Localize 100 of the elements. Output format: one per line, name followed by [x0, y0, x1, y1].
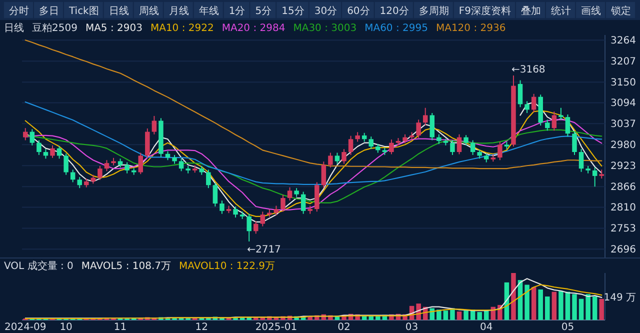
- candlestick: [578, 148, 584, 172]
- text: 月线: [168, 5, 189, 17]
- y-tick-label: 2923: [610, 161, 636, 172]
- y-tick-label: 2810: [610, 202, 636, 214]
- candlestick: [558, 107, 564, 120]
- bar: [484, 310, 489, 320]
- text: 30分: [314, 5, 338, 17]
- candlestick: [70, 169, 76, 183]
- y-tick-label: 3207: [610, 56, 636, 68]
- bar: [531, 287, 536, 320]
- legend: MAVOL10 : 122.9万: [179, 261, 276, 272]
- text: 画线: [581, 5, 602, 17]
- candlestick: [518, 80, 523, 108]
- candlestick: [470, 140, 476, 156]
- candlestick: [464, 134, 468, 146]
- x-tick-label: 2025-01: [255, 322, 298, 333]
- annotation: ←3168: [511, 64, 546, 76]
- bar: [538, 289, 543, 320]
- candlestick: [592, 166, 598, 188]
- candlestick: [572, 130, 577, 156]
- candlestick: [389, 139, 394, 155]
- candlestick: [274, 205, 279, 216]
- bar: [545, 296, 550, 320]
- bar: [572, 294, 577, 320]
- y-tick-label: 2696: [610, 244, 636, 256]
- candlestick: [98, 166, 102, 180]
- candlestick: [23, 128, 28, 141]
- bar: [524, 284, 530, 320]
- bar: [552, 292, 557, 320]
- legend: MAVOL5 : 108.7万: [81, 261, 172, 272]
- bar: [443, 310, 448, 320]
- candlestick: [64, 152, 68, 176]
- bar: [477, 312, 482, 320]
- x-tick-label: 02: [338, 322, 350, 333]
- y-tick-label: 3037: [610, 119, 636, 130]
- candlestick: [368, 136, 374, 150]
- text: 多日: [38, 5, 59, 17]
- candlestick: [355, 132, 360, 142]
- candlestick: [552, 111, 557, 132]
- title: 豆粕2509: [32, 23, 78, 34]
- x-tick-label: 03: [405, 322, 418, 333]
- text: 60分: [347, 5, 370, 17]
- y-tick-label: 2866: [610, 182, 636, 194]
- candlestick: [348, 135, 354, 156]
- title: VOL 成交量 : 0: [4, 261, 74, 272]
- candlestick: [254, 220, 258, 234]
- candlestick: [77, 176, 82, 189]
- legend: MA60 : 2995: [364, 23, 428, 34]
- bar: [456, 312, 462, 320]
- candlestick: [50, 144, 55, 158]
- text: Tick图: [68, 6, 99, 17]
- text: 统计: [551, 5, 572, 17]
- candlestick: [430, 112, 435, 141]
- bar: [511, 273, 516, 320]
- legend: MA5 : 2903: [85, 23, 142, 34]
- text: 120分: [380, 5, 409, 17]
- candlestick: [212, 182, 218, 207]
- candlestick: [342, 148, 346, 164]
- candlestick: [565, 114, 570, 138]
- x-tick-label: 12: [195, 322, 208, 333]
- text: 15分: [282, 5, 304, 17]
- legend: MA30 : 3003: [293, 23, 357, 34]
- bar: [592, 296, 598, 320]
- y-tick-label: 3094: [610, 98, 636, 110]
- candlestick: [178, 158, 184, 172]
- x-tick-label: 05: [561, 322, 574, 333]
- bar: [578, 298, 584, 320]
- text: 分时: [9, 5, 29, 17]
- legend: MA120 : 2936: [436, 23, 506, 34]
- candlestick: [328, 152, 333, 168]
- candlestick: [260, 211, 266, 227]
- text: 年线: [198, 5, 219, 17]
- candlestick: [531, 93, 536, 113]
- candlestick: [498, 141, 502, 161]
- candlestick: [152, 115, 157, 135]
- text: 多周期: [418, 5, 449, 17]
- candlestick: [334, 152, 340, 164]
- candlestick: [206, 169, 211, 189]
- candlestick: [422, 107, 428, 126]
- annotation: ←2717: [247, 244, 281, 256]
- x-tick-label: 11: [114, 322, 127, 333]
- candlestick: [456, 134, 462, 155]
- candlestick: [450, 140, 455, 156]
- candlestick: [416, 119, 421, 139]
- line-series: [24, 101, 602, 185]
- candlestick: [233, 206, 238, 218]
- x-tick-label: 10: [60, 322, 72, 333]
- bar: [586, 294, 590, 320]
- text: 锁定: [610, 5, 631, 17]
- candlestick: [30, 128, 35, 146]
- text: 日线: [108, 5, 129, 17]
- candlestick: [145, 128, 150, 158]
- candlestick: [36, 140, 42, 156]
- candlestick: [138, 152, 144, 175]
- bar: [565, 292, 570, 320]
- text: 叠加: [521, 5, 542, 17]
- candlestick: [220, 200, 224, 214]
- x-tick-label: 04: [480, 322, 493, 333]
- candlestick: [104, 160, 110, 172]
- candlestick: [321, 161, 326, 189]
